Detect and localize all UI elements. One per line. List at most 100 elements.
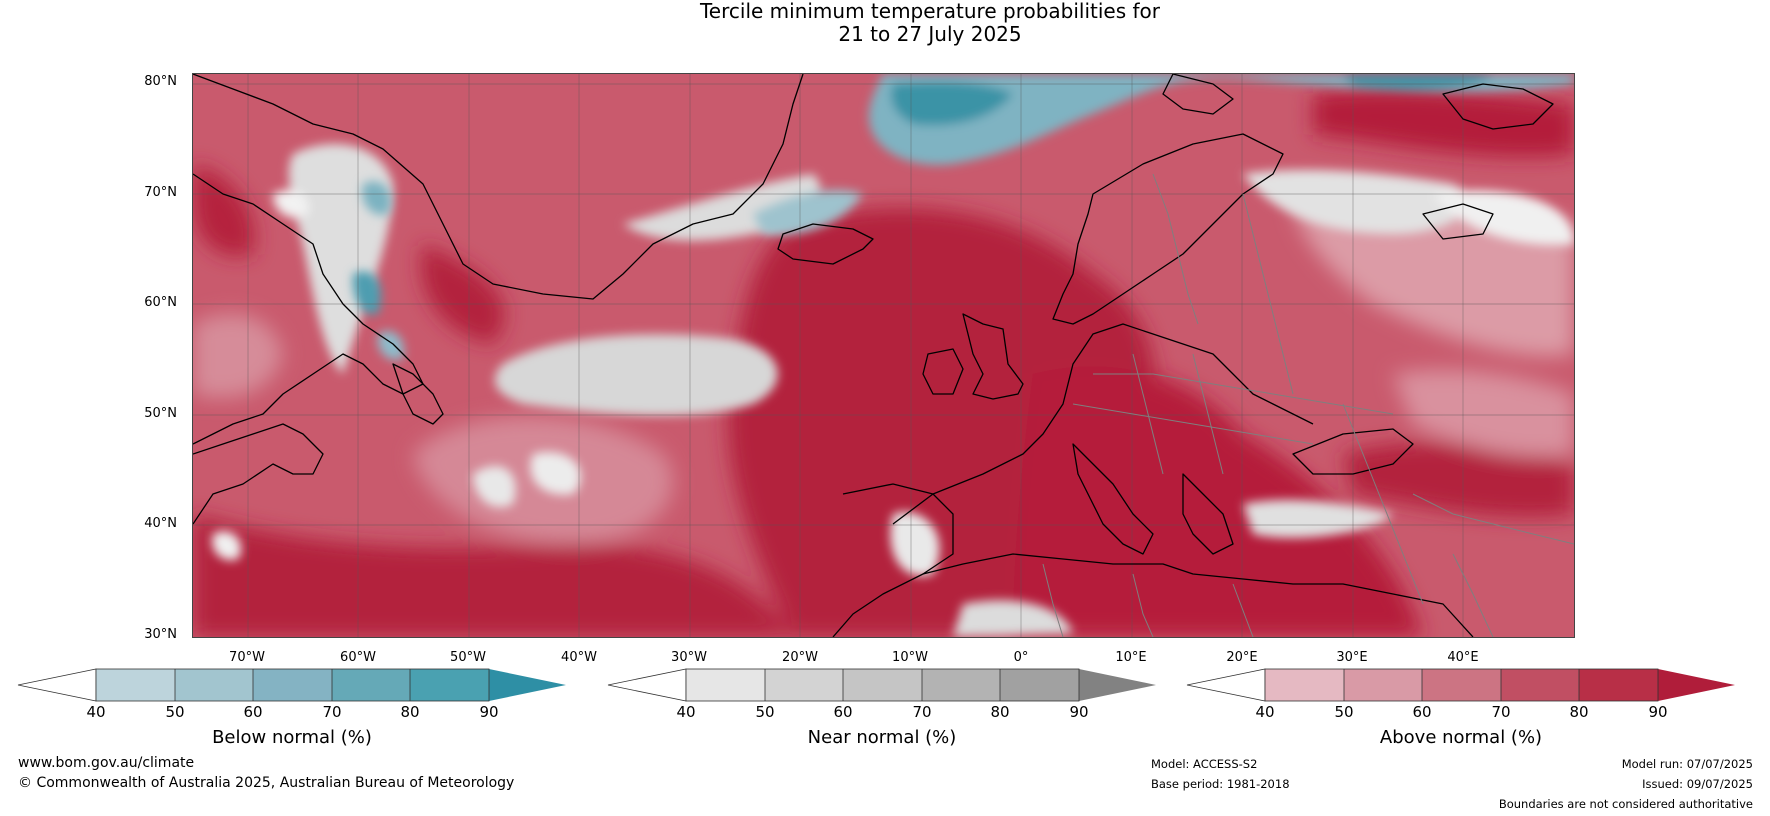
map-canvas — [193, 74, 1574, 637]
colorbar-below-tick-60: 60 — [243, 703, 263, 721]
colorbar-near-title: Near normal (%) — [807, 727, 957, 748]
colorbar-below-tick-90: 90 — [479, 703, 499, 721]
europe-coast — [892, 323, 1314, 525]
colorbar-above-tick-50: 50 — [1334, 703, 1354, 721]
lon-label-70w: 70°W — [229, 650, 265, 665]
country-borders — [1042, 173, 1574, 637]
graticule — [193, 74, 1574, 637]
issued-date: Issued: 09/07/2025 — [1642, 777, 1753, 791]
colorbar-below-normal — [17, 668, 566, 702]
lat-label-50n: 50°N — [144, 406, 177, 421]
colorbar-above-tick-70: 70 — [1491, 703, 1511, 721]
colorbar-below-swatch-50-60 — [175, 669, 253, 701]
lat-label-40n: 40°N — [144, 516, 177, 531]
colorbar-below-tick-40: 40 — [86, 703, 106, 721]
lon-label-40w: 40°W — [561, 650, 597, 665]
lon-label-20w: 20°W — [782, 650, 818, 665]
copyright-text: © Commonwealth of Australia 2025, Austra… — [18, 775, 515, 791]
lon-label-60w: 60°W — [340, 650, 376, 665]
colorbar-near-swatch-70-80 — [922, 669, 1000, 701]
lon-label-20e: 20°E — [1226, 650, 1258, 665]
colorbar-near-tick-70: 70 — [912, 703, 932, 721]
colorbar-near-swatches — [607, 668, 1156, 702]
base-period: Base period: 1981-2018 — [1151, 777, 1290, 791]
colorbar-above-swatch-60-70 — [1422, 669, 1501, 701]
colorbar-near-swatch-50-60 — [765, 669, 843, 701]
balkans-coast — [1182, 473, 1234, 555]
lon-label-30w: 30°W — [671, 650, 707, 665]
lat-label-60n: 60°N — [144, 295, 177, 310]
colorbar-near-extend-high — [1079, 669, 1156, 701]
newfoundland-coast — [392, 363, 444, 425]
lon-label-10e: 10°E — [1115, 650, 1147, 665]
colorbar-above-swatch-40-50 — [1265, 669, 1344, 701]
model-run-date: Model run: 07/07/2025 — [1621, 757, 1753, 771]
greenland-coast — [193, 74, 804, 300]
scandinavia-coast — [1052, 133, 1284, 325]
colorbar-near-swatch-60-70 — [843, 669, 922, 701]
lon-label-50w: 50°W — [450, 650, 486, 665]
colorbar-above-swatch-50-60 — [1344, 669, 1422, 701]
colorbar-below-swatch-40-50 — [96, 669, 175, 701]
colorbar-above-swatch-70-80 — [1501, 669, 1579, 701]
colorbar-near-tick-40: 40 — [676, 703, 696, 721]
probability-map — [192, 73, 1575, 638]
probability-shading — [193, 89, 1574, 637]
colorbar-below-tick-80: 80 — [400, 703, 420, 721]
map-title-line2: 21 to 27 July 2025 — [838, 22, 1022, 46]
colorbar-near-normal — [607, 668, 1156, 702]
nova-scotia-coast — [193, 423, 324, 525]
novaya-zemlya-coast — [1442, 83, 1554, 130]
coastlines — [193, 74, 1554, 637]
colorbar-near-swatch-80-90 — [1000, 669, 1079, 701]
britain-coast — [962, 313, 1024, 400]
boundaries-disclaimer: Boundaries are not considered authoritat… — [1498, 797, 1753, 811]
svalbard-coast — [1162, 74, 1234, 115]
colorbar-near-tick-90: 90 — [1069, 703, 1089, 721]
lat-label-30n: 30°N — [144, 627, 177, 642]
lat-label-80n: 80°N — [144, 74, 177, 89]
colorbar-below-swatch-80-90 — [410, 669, 489, 701]
colorbar-below-extend-low — [17, 668, 97, 702]
colorbar-above-extend-high — [1658, 669, 1735, 701]
map-title-line1: Tercile minimum temperature probabilitie… — [699, 0, 1161, 23]
north-africa-coast — [922, 553, 1474, 637]
kola-coast — [1422, 203, 1494, 240]
colorbar-near-tick-50: 50 — [755, 703, 775, 721]
black-sea-coast — [1292, 428, 1414, 475]
colorbar-above-title: Above normal (%) — [1379, 727, 1543, 748]
near-normal-zones — [212, 144, 1574, 637]
colorbar-near-tick-80: 80 — [990, 703, 1010, 721]
colorbar-above-tick-90: 90 — [1648, 703, 1668, 721]
iceland-coast — [777, 223, 874, 265]
below-normal-zones — [352, 74, 1574, 361]
colorbar-below-title: Below normal (%) — [212, 727, 372, 748]
iberia-coast — [832, 483, 954, 637]
colorbar-below-extend-high — [489, 669, 566, 701]
model-name: Model: ACCESS-S2 — [1151, 757, 1258, 771]
colorbar-above-tick-40: 40 — [1255, 703, 1275, 721]
lat-label-70n: 70°N — [144, 185, 177, 200]
colorbar-below-tick-50: 50 — [165, 703, 185, 721]
colorbar-above-swatches — [1186, 668, 1735, 702]
colorbar-below-swatches — [17, 668, 566, 702]
lon-label-30e: 30°E — [1336, 650, 1368, 665]
colorbar-above-normal — [1186, 668, 1735, 702]
colorbar-above-extend-low — [1186, 668, 1266, 702]
lon-label-40e: 40°E — [1447, 650, 1479, 665]
colorbar-below-swatch-70-80 — [332, 669, 410, 701]
colorbar-above-swatch-80-90 — [1579, 669, 1658, 701]
colorbar-near-swatch-40-50 — [686, 669, 765, 701]
colorbar-below-tick-70: 70 — [322, 703, 342, 721]
colorbar-above-tick-60: 60 — [1412, 703, 1432, 721]
ireland-coast — [922, 348, 964, 395]
map-title: Tercile minimum temperature probabilitie… — [0, 0, 1770, 46]
colorbar-above-tick-80: 80 — [1569, 703, 1589, 721]
colorbar-below-swatch-60-70 — [253, 669, 332, 701]
website-link[interactable]: www.bom.gov.au/climate — [18, 755, 195, 771]
italy-coast — [1072, 443, 1154, 555]
colorbar-near-extend-low — [607, 668, 687, 702]
lon-label-0: 0° — [1013, 650, 1029, 665]
lon-label-10w: 10°W — [892, 650, 928, 665]
colorbar-near-tick-60: 60 — [833, 703, 853, 721]
